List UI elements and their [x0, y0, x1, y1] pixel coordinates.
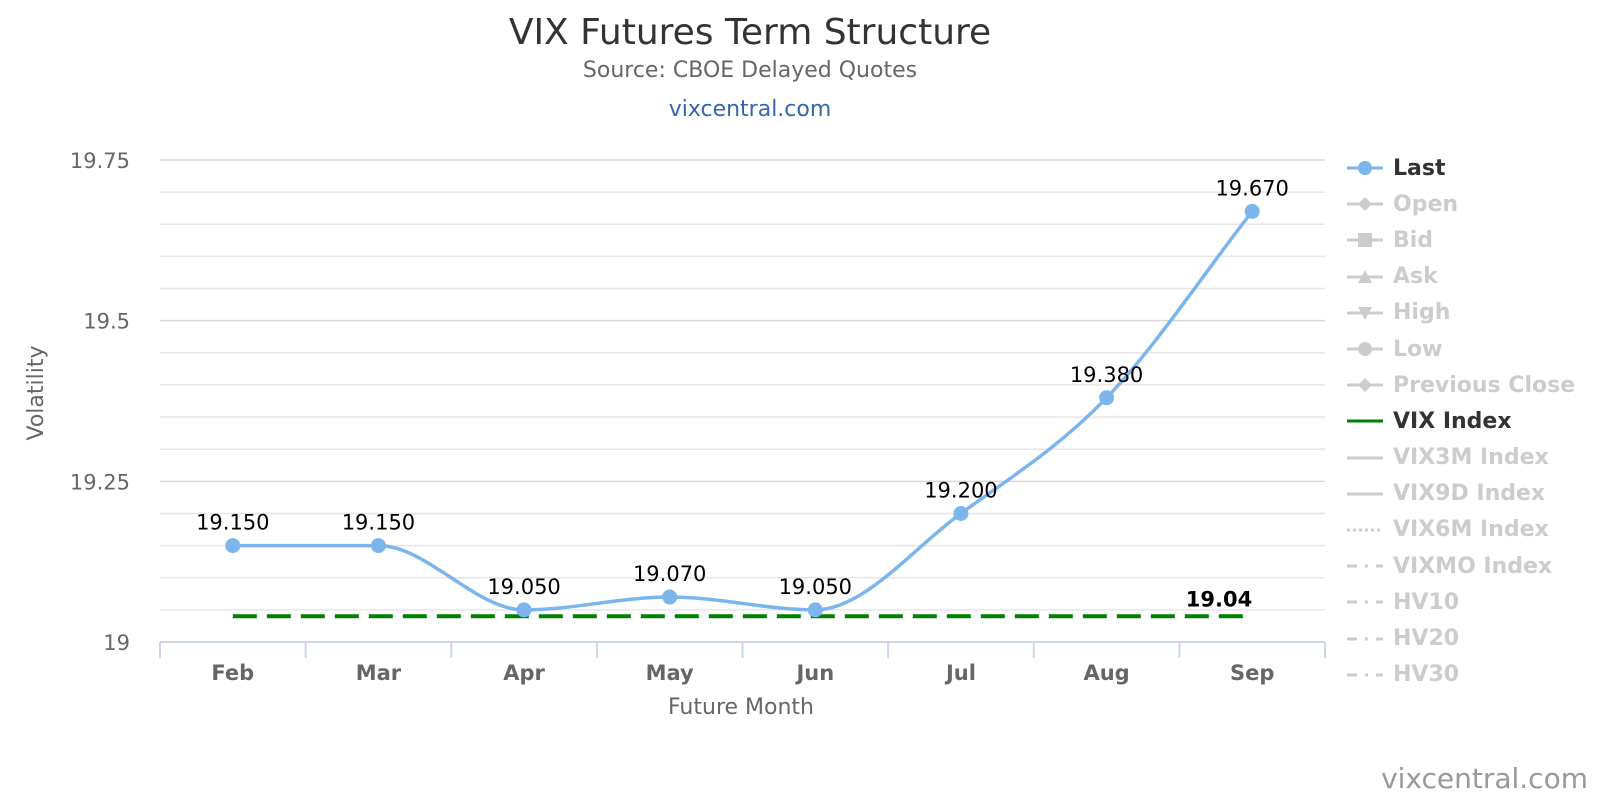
data-label-last-apr: 19.050: [487, 575, 560, 599]
legend-symbol-icon: [1347, 269, 1383, 283]
legend-item-ask[interactable]: Ask: [1345, 259, 1575, 295]
data-label-last-may: 19.070: [633, 562, 706, 586]
chart-plot: 19 19.25 19.5 19.75 Feb Mar Apr May Jun Jul Aug Sep…: [24, 149, 1326, 720]
legend-label: HV20: [1393, 626, 1460, 652]
legend-symbol-icon: [1347, 342, 1383, 357]
legend-label: VIXMO Index: [1393, 553, 1553, 579]
legend-label: VIX Index: [1393, 408, 1512, 434]
legend-symbol-icon: [1347, 528, 1383, 532]
credit-text[interactable]: vixcentral.com: [1381, 762, 1588, 795]
point-last-feb[interactable]: [225, 538, 241, 554]
point-last-sep[interactable]: [1244, 203, 1260, 219]
legend-item-last[interactable]: Last: [1345, 150, 1575, 186]
x-axis-title: Future Month: [668, 695, 814, 720]
x-tick-label-aug: Aug: [1083, 661, 1129, 685]
legend-symbol-icon: [1347, 456, 1383, 460]
legend-symbol-icon: [1347, 419, 1383, 423]
data-label-last-jul: 19.200: [924, 478, 997, 502]
x-tick-label-may: May: [646, 661, 694, 685]
legend-label: Low: [1393, 336, 1443, 362]
legend-label: High: [1393, 300, 1451, 326]
site-link[interactable]: vixcentral.com: [668, 97, 832, 122]
y-axis-title: Volatility: [24, 345, 49, 440]
legend-symbol-icon: [1347, 378, 1383, 393]
legend-label: Previous Close: [1393, 372, 1576, 398]
legend-label: Bid: [1393, 227, 1434, 253]
chart-subtitle: Source: CBOE Delayed Quotes: [582, 58, 918, 83]
y-tick-label: 19: [103, 631, 130, 655]
legend-symbol-icon: [1347, 600, 1383, 604]
point-last-jun[interactable]: [807, 602, 823, 618]
axes: 19 19.25 19.5 19.75 Feb Mar Apr May Jun Jul Aug Sep: [70, 149, 1326, 685]
y-tick-label: 19.75: [70, 149, 130, 173]
legend-label: Ask: [1393, 264, 1438, 290]
point-last-apr[interactable]: [516, 602, 532, 618]
legend-label: HV30: [1393, 662, 1460, 688]
point-last-aug[interactable]: [1099, 390, 1115, 406]
legend-symbol-icon: [1347, 492, 1383, 496]
x-tick-label-jun: Jun: [794, 661, 834, 685]
data-label-last-aug: 19.380: [1070, 363, 1143, 387]
vix-index-end-label: 19.04: [1186, 587, 1252, 611]
data-label-last-mar: 19.150: [342, 511, 415, 535]
x-tick-label-jul: Jul: [944, 661, 976, 685]
series-line-last: [232, 210, 1254, 612]
legend-item-bid[interactable]: Bid: [1345, 222, 1575, 258]
legend-symbol-icon: [1347, 197, 1383, 212]
legend-item-hv30[interactable]: HV30: [1345, 657, 1575, 693]
legend-symbol-icon: [1347, 564, 1383, 568]
legend-label: Open: [1393, 191, 1459, 217]
legend-item-hv10[interactable]: HV10: [1345, 584, 1575, 620]
series-layer: [225, 203, 1260, 619]
grid-lines: [160, 159, 1325, 611]
legend-item-vixmo-index[interactable]: VIXMO Index: [1345, 548, 1575, 584]
legend-item-vix6m-index[interactable]: VIX6M Index: [1345, 512, 1575, 548]
data-labels: 19.04 19.150 19.150 19.050 19.070 19.050 19.20…: [196, 176, 1289, 611]
legend-item-vix3m-index[interactable]: VIX3M Index: [1345, 440, 1575, 476]
legend: Last Open Bid Ask High Low Previous Close VIX I…: [1345, 150, 1575, 693]
legend-item-hv20[interactable]: HV20: [1345, 620, 1575, 656]
legend-symbol-icon: [1347, 233, 1383, 248]
legend-label: HV10: [1393, 589, 1460, 615]
legend-label: Last: [1393, 155, 1446, 181]
legend-symbol-icon: [1347, 306, 1383, 320]
x-tick-label-apr: Apr: [503, 661, 545, 685]
legend-item-vix9d-index[interactable]: VIX9D Index: [1345, 476, 1575, 512]
data-label-last-sep: 19.670: [1215, 176, 1288, 200]
chart-title: VIX Futures Term Structure: [508, 12, 992, 53]
point-last-mar[interactable]: [370, 538, 386, 554]
legend-item-vix-index[interactable]: VIX Index: [1345, 403, 1575, 439]
x-tick-label-feb: Feb: [211, 661, 254, 685]
legend-symbol-icon: [1347, 637, 1383, 641]
data-label-last-feb: 19.150: [196, 511, 269, 535]
point-last-jul[interactable]: [953, 505, 969, 521]
x-tick-label-sep: Sep: [1230, 661, 1274, 685]
x-tick-label-mar: Mar: [356, 661, 402, 685]
legend-item-high[interactable]: High: [1345, 295, 1575, 331]
legend-label: VIX3M Index: [1393, 445, 1549, 471]
legend-label: VIX6M Index: [1393, 517, 1549, 543]
data-label-last-jun: 19.050: [779, 575, 852, 599]
legend-symbol-icon: [1347, 161, 1383, 176]
y-tick-label: 19.25: [70, 470, 130, 494]
legend-label: VIX9D Index: [1393, 481, 1546, 507]
point-last-may[interactable]: [662, 589, 678, 605]
legend-item-low[interactable]: Low: [1345, 331, 1575, 367]
y-tick-label: 19.5: [83, 310, 130, 334]
legend-symbol-icon: [1347, 673, 1383, 677]
legend-item-open[interactable]: Open: [1345, 186, 1575, 222]
legend-item-previous-close[interactable]: Previous Close: [1345, 367, 1575, 403]
